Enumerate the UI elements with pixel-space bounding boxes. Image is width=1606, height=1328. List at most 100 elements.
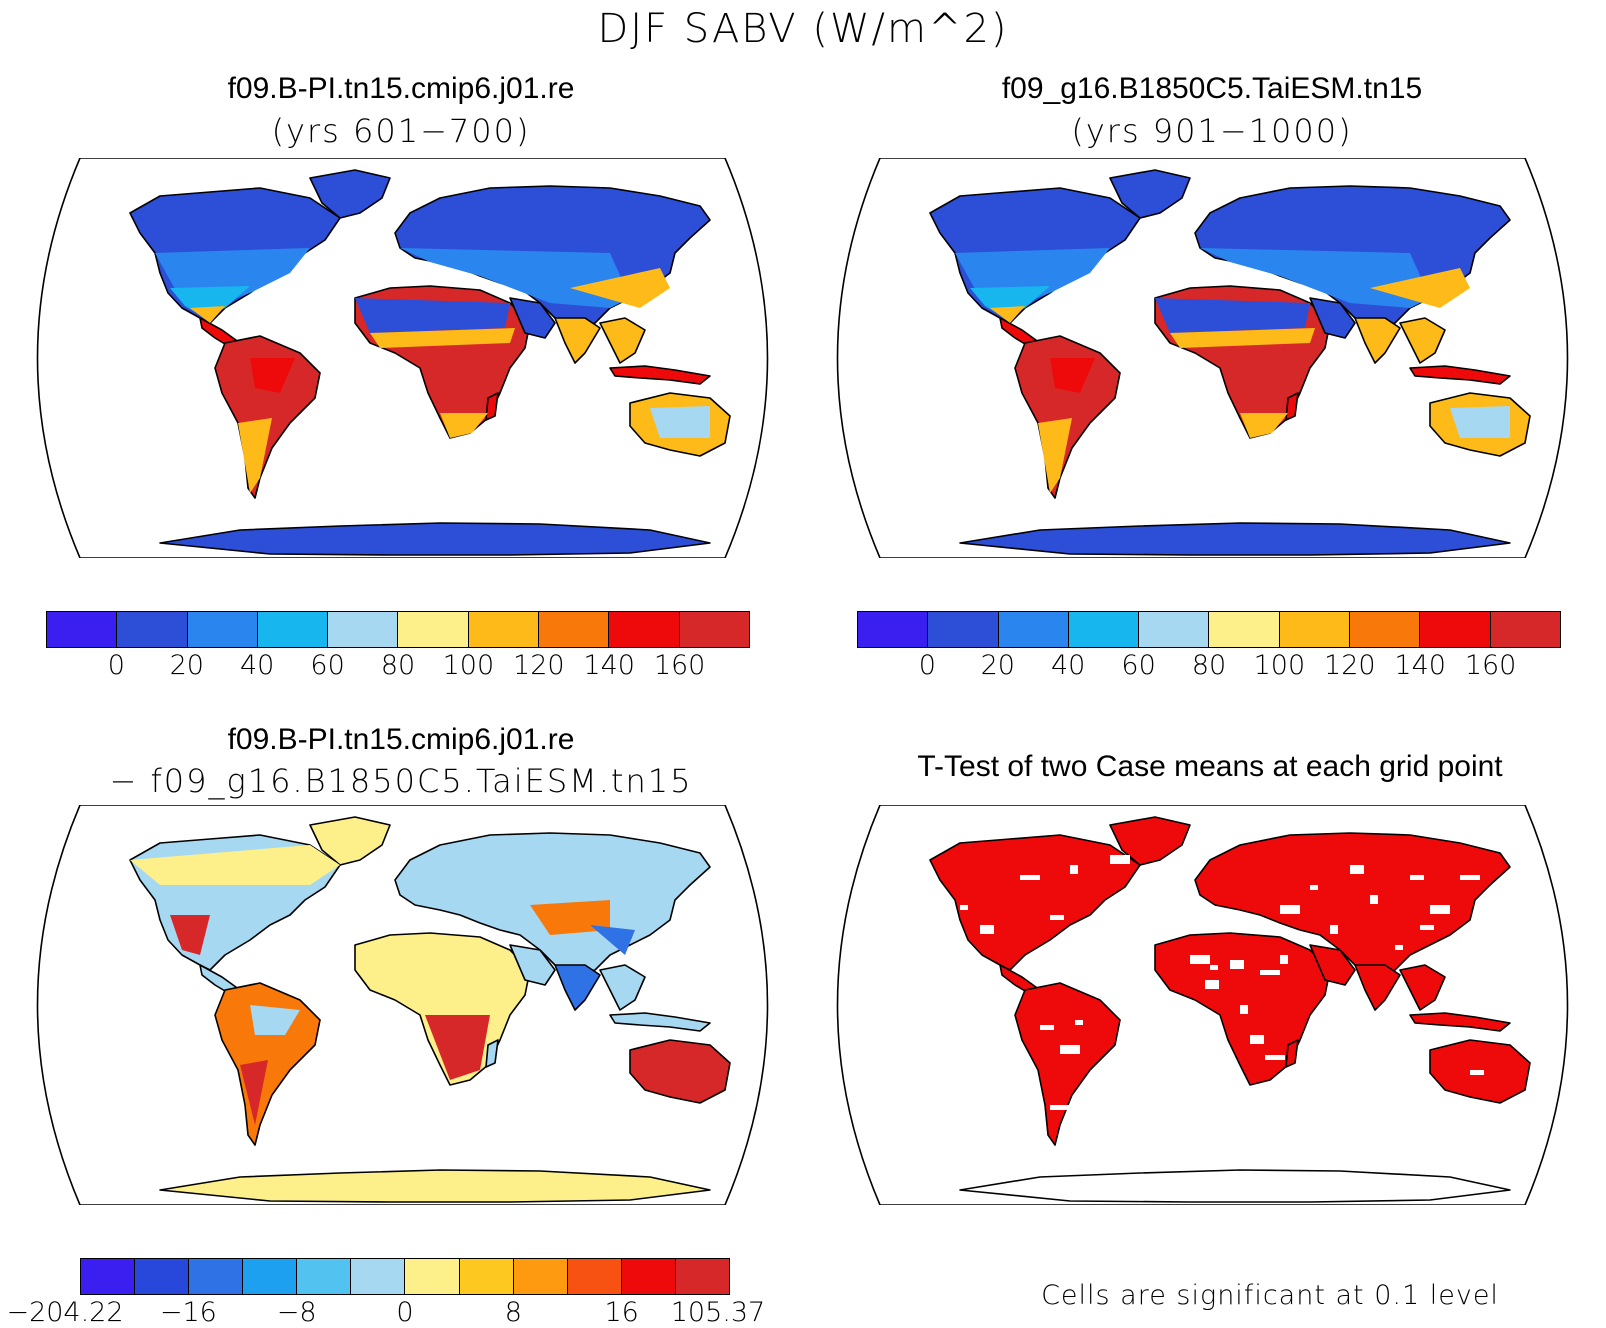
colorbar-swatch	[1350, 612, 1421, 647]
colorbar-tick-label: 140	[1394, 650, 1446, 681]
field-patch	[190, 306, 225, 323]
field-patch	[240, 1060, 268, 1125]
field-patch	[370, 328, 515, 348]
colorbar-tick-label: 160	[1464, 650, 1517, 681]
field-patch	[250, 358, 295, 393]
nonsignificant-cell	[1350, 865, 1364, 874]
landmass-indonesia	[609, 365, 711, 385]
colorbar-tick-label: −8	[276, 1297, 317, 1328]
field-patch	[250, 1005, 300, 1035]
landmass-seAsia	[1399, 964, 1446, 1011]
landmass-india	[554, 317, 601, 364]
nonsignificant-cell	[1395, 945, 1403, 950]
colorbar-swatch	[459, 1259, 514, 1294]
field-patch	[425, 1015, 490, 1080]
panel-subtitle-top-left: (yrs 601−700)	[271, 112, 531, 150]
colorbar-swatch	[187, 612, 258, 647]
field-patch	[370, 955, 510, 1010]
nonsignificant-cell	[1060, 1045, 1080, 1054]
nonsignificant-cell	[1265, 1055, 1285, 1060]
field-patch	[650, 406, 710, 438]
nonsignificant-cell	[1210, 965, 1218, 970]
colorbar-swatch	[405, 1259, 460, 1294]
landmass-madagascar	[1285, 1039, 1299, 1068]
landmass-greenland	[1109, 816, 1191, 866]
field-patch	[570, 268, 670, 308]
landmass-northAmerica	[929, 834, 1141, 971]
landmass-india	[554, 964, 601, 1011]
nonsignificant-cell	[1430, 905, 1450, 914]
landmass-indonesia	[1409, 365, 1511, 385]
landmass-antarctica	[959, 522, 1511, 556]
colorbar-swatch	[351, 1259, 406, 1294]
map-bottom-left-svg	[36, 804, 769, 1206]
panel-title-top-right: f09_g16.B1850C5.TaiESM.tn15	[1001, 72, 1423, 105]
landmass-southAmerica	[1014, 982, 1121, 1146]
colorbar-tick-label: 0	[396, 1297, 414, 1328]
field-patch	[1170, 328, 1315, 348]
map-top-right-svg	[836, 157, 1569, 559]
landmass-arabia	[509, 297, 556, 339]
landmass-madagascar	[1285, 392, 1299, 421]
nonsignificant-cell	[1075, 1020, 1083, 1025]
landmass-eurasia	[1194, 832, 1511, 976]
map-bottom-left	[10, 804, 795, 1210]
colorbar-swatch	[609, 612, 680, 647]
landmass-madagascar	[485, 392, 499, 421]
colorbar-swatch	[1279, 612, 1351, 647]
significance-note: Cells are significant at 0.1 level	[1041, 1280, 1499, 1311]
field-patch	[130, 845, 340, 885]
landmass-india	[1354, 317, 1401, 364]
nonsignificant-cell	[1470, 1070, 1484, 1075]
colorbar-tick-label: 20	[980, 650, 1015, 681]
nonsignificant-cell	[1040, 1025, 1054, 1030]
colorbar-swatch	[928, 612, 999, 647]
colorbar-swatch	[398, 612, 469, 647]
field-patch	[1370, 268, 1470, 308]
colorbar-tick-label: −16	[159, 1297, 217, 1328]
colorbar-swatch	[135, 1259, 190, 1294]
field-patch	[1200, 248, 1430, 308]
colorbar-tick-label: 60	[1121, 650, 1156, 681]
landmass-australia	[629, 1039, 731, 1104]
panel-title-bottom-right: T-Test of two Case means at each grid po…	[917, 750, 1503, 783]
colorbar-swatch	[858, 612, 929, 647]
field-patch	[400, 248, 630, 308]
nonsignificant-cell	[1420, 925, 1434, 930]
landmass-greenland	[1109, 169, 1191, 219]
field-patch	[1240, 413, 1288, 438]
field-patch	[590, 925, 635, 955]
nonsignificant-cell	[1205, 980, 1219, 989]
colorbar-swatch	[679, 612, 749, 647]
colorbar-tick-label: 0	[918, 650, 936, 681]
landmass-antarctica	[159, 1169, 711, 1203]
nonsignificant-cell	[1460, 875, 1480, 880]
map-bottom-right-svg	[836, 804, 1569, 1206]
colorbar-tick-label: 40	[1051, 650, 1086, 681]
landmass-india	[1354, 964, 1401, 1011]
landmass-arabia	[1309, 297, 1356, 339]
map-bottom-right	[810, 804, 1595, 1210]
landmass-seAsia	[1399, 317, 1446, 364]
figure-title: DJF SABV (W/m^2)	[597, 6, 1009, 52]
colorbar-swatch	[1209, 612, 1280, 647]
nonsignificant-cell	[1310, 885, 1318, 890]
field-patch	[1038, 418, 1072, 493]
nonsignificant-cell	[1190, 955, 1210, 964]
nonsignificant-cell	[1370, 895, 1378, 904]
colorbar-tick-label: 100	[442, 650, 495, 681]
colorbar-swatch	[81, 1259, 136, 1294]
landmass-indonesia	[609, 1012, 711, 1032]
colorbar-swatch	[1139, 612, 1210, 647]
map-top-left-svg	[36, 157, 769, 559]
landmass-antarctica	[959, 1169, 1511, 1203]
field-patch	[355, 298, 510, 333]
landmass-seAsia	[599, 317, 646, 364]
nonsignificant-cell	[1280, 955, 1288, 964]
field-patch	[990, 306, 1025, 323]
landmass-southAmerica	[214, 982, 321, 1146]
landmass-madagascar	[485, 1039, 499, 1068]
landmass-greenland	[309, 816, 391, 866]
colorbar-swatch	[468, 612, 540, 647]
colorbar-tick-label: 0	[107, 650, 125, 681]
